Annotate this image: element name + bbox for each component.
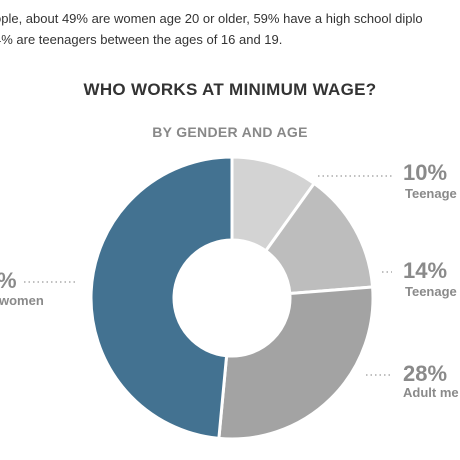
donut-slice-3 xyxy=(89,155,234,441)
slice-2-percent-label: 28% xyxy=(403,361,448,386)
chart-title: WHO WORKS AT MINIMUM WAGE? xyxy=(83,80,377,99)
donut-slice-1 xyxy=(263,181,375,296)
intro-line-1: ople, about 49% are women age 20 or olde… xyxy=(0,11,423,26)
slice-1-category-label: Teenage xyxy=(405,284,457,299)
slice-0-percent-label: 10% xyxy=(403,160,448,185)
donut-slice-2 xyxy=(217,285,375,441)
slice-0-category-label: Teenage xyxy=(405,186,457,201)
chart-subtitle: BY GENDER AND AGE xyxy=(152,124,308,140)
slice-3-category-label: women xyxy=(0,293,44,308)
intro-paragraph: ople, about 49% are women age 20 or olde… xyxy=(0,8,460,50)
slice-2-category-label: Adult me xyxy=(403,385,459,400)
slice-3-percent-label: % xyxy=(0,268,17,294)
slice-1-percent-label: 14% xyxy=(403,258,448,283)
intro-line-2: 4% are teenagers between the ages of 16 … xyxy=(0,32,283,47)
